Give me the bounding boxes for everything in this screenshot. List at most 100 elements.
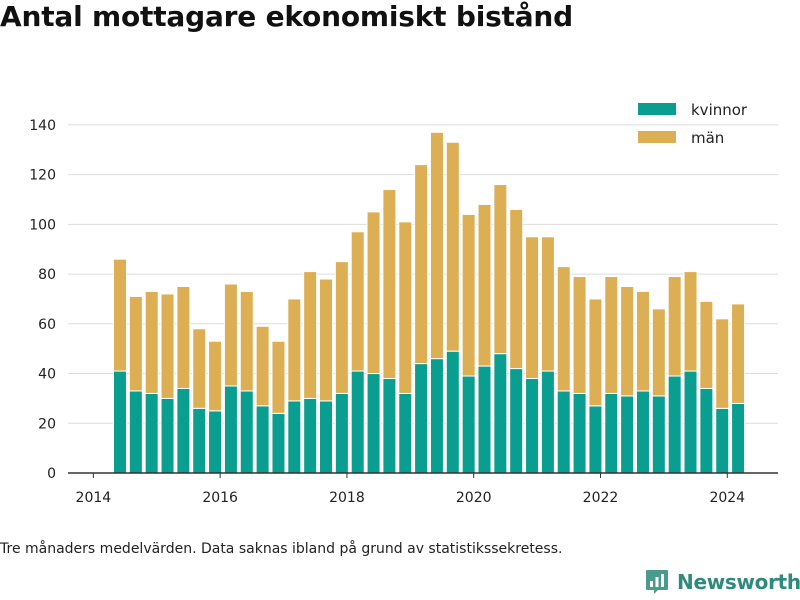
- bar-kvinnor: [715, 407, 730, 474]
- bar-kvinnor: [429, 358, 444, 474]
- bar-series: [112, 131, 746, 474]
- legend-swatch-kvinnor: [638, 103, 676, 115]
- bar-kvinnor: [620, 395, 635, 474]
- x-axis-tick-labels: 2014 2016 2018 2020 2022 2024: [76, 490, 746, 506]
- bar-kvinnor: [128, 390, 143, 474]
- bar-man: [699, 300, 714, 389]
- bar-man: [477, 203, 492, 367]
- bar-man: [350, 231, 365, 372]
- chart-title: Antal mottagare ekonomiskt bistånd: [0, 0, 574, 33]
- bar-man: [303, 271, 318, 399]
- bar-kvinnor: [540, 370, 555, 474]
- bar-man: [287, 298, 302, 402]
- x-tick-label: 2014: [76, 490, 112, 506]
- bar-man: [683, 271, 698, 372]
- y-axis-tick-labels: 0 20 40 60 80 100 120 140: [29, 118, 56, 482]
- bar-kvinnor: [525, 378, 540, 474]
- bar-kvinnor: [651, 395, 666, 474]
- bar-man: [414, 164, 429, 365]
- bar-man: [144, 290, 159, 394]
- bar-kvinnor: [112, 370, 127, 474]
- bar-kvinnor: [556, 390, 571, 474]
- footnote: Tre månaders medelvärden. Data saknas ib…: [0, 541, 563, 557]
- bar-kvinnor: [477, 365, 492, 474]
- bar-man: [556, 266, 571, 392]
- bar-kvinnor: [144, 392, 159, 474]
- legend-label-man: män: [691, 129, 724, 147]
- bar-man: [398, 221, 413, 394]
- y-tick-label: 80: [38, 267, 56, 283]
- bar-kvinnor: [350, 370, 365, 474]
- bar-man: [366, 211, 381, 375]
- bar-kvinnor: [271, 412, 286, 474]
- legend-swatch-man: [638, 131, 676, 143]
- brand-name: Newsworthy: [677, 570, 800, 594]
- bar-man: [461, 213, 476, 377]
- bar-man: [208, 340, 223, 412]
- bar-man: [635, 290, 650, 392]
- bar-kvinnor: [208, 410, 223, 474]
- y-tick-label: 140: [29, 118, 56, 134]
- bar-man: [620, 286, 635, 397]
- bar-man: [667, 276, 682, 377]
- bar-kvinnor: [414, 363, 429, 474]
- bar-man: [128, 295, 143, 392]
- y-tick-label: 20: [38, 416, 56, 432]
- y-tick-label: 120: [29, 168, 56, 184]
- x-tick-label: 2024: [709, 490, 745, 506]
- bar-man: [588, 298, 603, 407]
- bar-kvinnor: [683, 370, 698, 474]
- bar-man: [176, 286, 191, 389]
- bar-kvinnor: [160, 397, 175, 474]
- bar-kvinnor: [445, 350, 460, 474]
- bar-kvinnor: [287, 400, 302, 474]
- bar-kvinnor: [604, 392, 619, 474]
- x-tick-label: 2020: [456, 490, 492, 506]
- y-tick-label: 0: [47, 466, 56, 482]
- bar-kvinnor: [255, 405, 270, 474]
- bar-man: [192, 328, 207, 409]
- bar-man: [160, 293, 175, 399]
- bar-man: [223, 283, 238, 387]
- bar-man: [715, 318, 730, 409]
- bar-kvinnor: [588, 405, 603, 474]
- bar-man: [255, 325, 270, 407]
- bar-kvinnor: [461, 375, 476, 474]
- legend-label-kvinnor: kvinnor: [691, 101, 748, 119]
- brand-logo[interactable]: Newsworthy: [645, 569, 800, 595]
- bar-man: [572, 276, 587, 394]
- bar-man: [604, 276, 619, 394]
- bar-man: [239, 290, 254, 392]
- bar-kvinnor: [192, 407, 207, 474]
- x-axis: [68, 472, 778, 478]
- bar-man: [334, 261, 349, 394]
- bar-kvinnor: [239, 390, 254, 474]
- bar-kvinnor: [223, 385, 238, 474]
- bar-man: [525, 236, 540, 380]
- bar-man: [271, 340, 286, 414]
- bar-kvinnor: [303, 397, 318, 474]
- y-tick-label: 40: [38, 367, 56, 383]
- bar-man: [382, 189, 397, 380]
- legend: kvinnor män: [638, 101, 748, 147]
- bar-man: [319, 278, 334, 402]
- bar-kvinnor: [176, 387, 191, 474]
- bar-kvinnor: [731, 402, 746, 474]
- bar-kvinnor: [366, 373, 381, 474]
- bar-man: [540, 236, 555, 372]
- bar-kvinnor: [382, 378, 397, 474]
- bar-man: [509, 208, 524, 370]
- bar-kvinnor: [493, 353, 508, 474]
- bar-kvinnor: [667, 375, 682, 474]
- bar-man: [493, 184, 508, 355]
- bar-kvinnor: [572, 392, 587, 474]
- x-tick-label: 2022: [583, 490, 619, 506]
- bar-kvinnor: [319, 400, 334, 474]
- bar-man: [651, 308, 666, 397]
- bar-kvinnor: [699, 387, 714, 474]
- x-tick-label: 2016: [202, 490, 238, 506]
- y-tick-label: 60: [38, 317, 56, 333]
- y-tick-label: 100: [29, 217, 56, 233]
- bar-kvinnor: [635, 390, 650, 474]
